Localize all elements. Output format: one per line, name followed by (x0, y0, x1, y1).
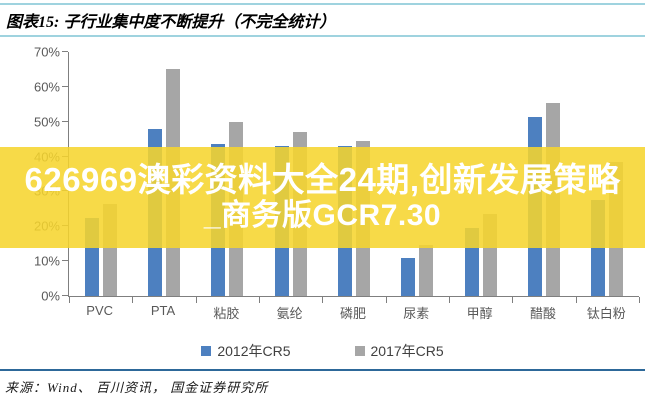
x-tick-label-PTA: PTA (150, 303, 176, 318)
x-tick-label-粘胶: 粘胶 (213, 306, 240, 321)
legend-label: 2012年CR5 (217, 343, 291, 359)
y-axis-tick (62, 120, 68, 122)
x-axis-tick (449, 297, 450, 303)
y-tick-label-60%: 60% (33, 79, 60, 95)
chart-legend: 2012年CR5 2017年CR5 (0, 341, 645, 361)
x-axis-tick (69, 297, 70, 303)
x-tick-label-甲醇: 甲醇 (466, 306, 493, 321)
x-axis-tick (259, 297, 260, 303)
legend-label: 2017年CR5 (370, 343, 444, 359)
x-tick-label-磷肥: 磷肥 (339, 306, 366, 321)
x-tick-label-氨纶: 氨纶 (276, 306, 303, 321)
promo-overlay-line2: _商务版GCR7.30 (203, 199, 442, 233)
x-axis-tick (512, 297, 514, 303)
y-tick-label-10%: 10% (33, 253, 60, 269)
figure-title: 图表15: 子行业集中度不断提升（不完全统计） (6, 14, 336, 31)
x-tick-label-醋酸: 醋酸 (529, 306, 556, 321)
bar-2017年CR5-尿素 (419, 245, 434, 296)
y-tick-label-50%: 50% (33, 114, 60, 130)
y-tick-label-70%: 70% (33, 44, 60, 60)
legend-item-2012年CR5: 2012年CR5 (201, 341, 291, 361)
y-axis-tick (62, 260, 68, 262)
x-axis-tick (322, 297, 324, 303)
source-note: 来源：Wind、 百川资讯， 国金证券研究所 (5, 380, 269, 395)
bar-2012年CR5-尿素 (401, 257, 416, 296)
x-axis-tick (132, 297, 134, 303)
x-tick-label-PVC: PVC (86, 303, 114, 318)
x-axis-labels: PVC PTA 粘胶 氨纶 磷肥 尿素 甲醇 醋酸 钛白粉 (68, 303, 638, 322)
x-tick-label-尿素: 尿素 (403, 306, 430, 321)
legend-swatch-icon (201, 346, 212, 356)
legend-item-2017年CR5: 2017年CR5 (354, 341, 444, 361)
y-tick-label-0%: 0% (41, 288, 60, 304)
bar-group-尿素 (386, 52, 449, 296)
promo-overlay-banner: 626969澳彩资料大全24期,创新发展策略 _商务版GCR7.30 (0, 147, 645, 248)
x-axis-tick (575, 297, 577, 303)
promo-overlay-line1: 626969澳彩资料大全24期,创新发展策略 (24, 161, 621, 199)
x-axis-tick (195, 297, 197, 303)
legend-swatch-icon (354, 346, 365, 356)
y-axis-tick (62, 51, 68, 52)
figure-header: 图表15: 子行业集中度不断提升（不完全统计） (0, 3, 645, 37)
x-axis-tick (385, 297, 387, 303)
x-tick-label-钛白粉: 钛白粉 (586, 306, 626, 321)
footer-divider-line (0, 369, 645, 371)
y-axis-tick (62, 295, 68, 296)
x-axis-tick (639, 297, 640, 303)
y-axis-tick (62, 85, 68, 87)
